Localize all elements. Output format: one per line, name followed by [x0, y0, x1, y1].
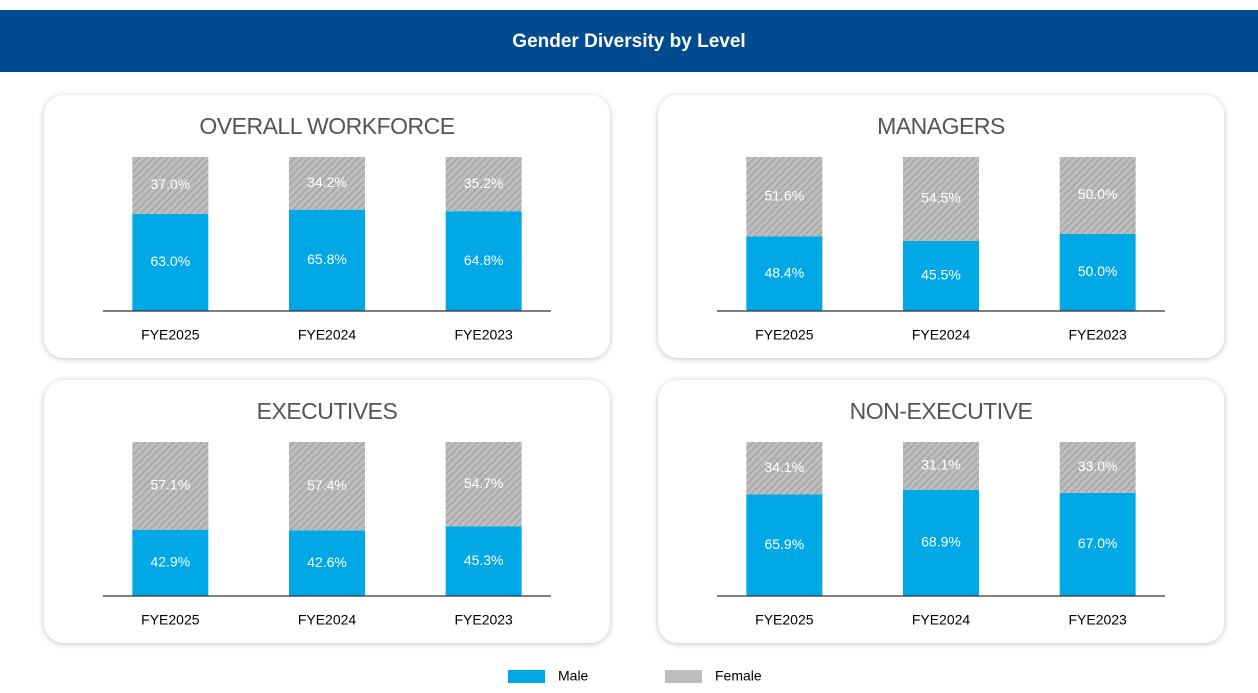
bar-segment: [445, 157, 522, 212]
panel-title: MANAGERS: [877, 113, 1005, 139]
bar-segment: [289, 442, 365, 531]
data-label: 68.9%: [921, 534, 961, 550]
x-tick-label: FYE2024: [298, 612, 357, 628]
bar-segment: [445, 526, 522, 596]
data-label: 48.4%: [764, 264, 804, 280]
data-label: 64.8%: [464, 252, 504, 268]
bar-segment: [289, 530, 365, 596]
x-tick-label: FYE2025: [141, 612, 200, 628]
data-label: 34.1%: [764, 459, 804, 475]
data-label: 35.2%: [464, 175, 504, 191]
bar-segment: [1059, 442, 1136, 493]
data-label: 50.0%: [1078, 186, 1118, 202]
data-label: 57.1%: [150, 477, 190, 493]
data-label: 45.3%: [464, 552, 504, 568]
data-label: 57.4%: [307, 477, 347, 493]
bar-segment: [289, 209, 365, 311]
bar-segment: [903, 442, 979, 490]
data-label: 33.0%: [1078, 458, 1118, 474]
data-label: 51.6%: [764, 187, 804, 203]
data-label: 50.0%: [1078, 263, 1118, 279]
bar-segment: [132, 529, 209, 596]
data-label: 65.9%: [764, 536, 804, 552]
bar-segment: [746, 442, 823, 495]
legend-label: Female: [715, 668, 762, 684]
bar-segment: [903, 240, 979, 311]
data-label: 42.6%: [307, 554, 347, 570]
bar-segment: [746, 157, 823, 237]
data-label: 63.0%: [150, 253, 190, 269]
header-band: [0, 10, 1258, 72]
bar-segment: [132, 442, 209, 530]
bar-segment: [289, 157, 365, 210]
data-label: 34.2%: [307, 174, 347, 190]
x-tick-label: FYE2023: [454, 327, 513, 343]
data-label: 54.5%: [921, 190, 961, 206]
legend-label: Male: [558, 668, 589, 684]
legend-swatch: [665, 670, 702, 683]
header-title: Gender Diversity by Level: [512, 31, 745, 52]
bar-segment: [445, 211, 522, 311]
bar-segment: [746, 494, 823, 596]
legend-swatch: [508, 670, 545, 683]
bar-segment: [445, 442, 522, 527]
bar-segment: [1059, 234, 1136, 311]
data-label: 31.1%: [921, 457, 961, 473]
bar-segment: [903, 157, 979, 241]
bar-segment: [903, 489, 979, 596]
data-label: 37.0%: [150, 176, 190, 192]
x-tick-label: FYE2023: [454, 612, 513, 628]
x-tick-label: FYE2025: [141, 327, 200, 343]
bar-segment: [746, 236, 823, 311]
x-tick-label: FYE2023: [1068, 327, 1127, 343]
panel-title: OVERALL WORKFORCE: [199, 113, 454, 139]
bar-segment: [132, 213, 209, 311]
x-tick-label: FYE2024: [912, 612, 971, 628]
x-tick-label: FYE2025: [755, 327, 814, 343]
panel-title: NON-EXECUTIVE: [850, 398, 1033, 424]
x-tick-label: FYE2025: [755, 612, 814, 628]
x-tick-label: FYE2024: [912, 327, 971, 343]
x-tick-label: FYE2023: [1068, 612, 1127, 628]
data-label: 67.0%: [1078, 535, 1118, 551]
data-label: 42.9%: [150, 554, 190, 570]
bar-segment: [1059, 492, 1136, 596]
x-tick-label: FYE2024: [298, 327, 357, 343]
bar-segment: [1059, 157, 1136, 234]
panel-title: EXECUTIVES: [257, 398, 398, 424]
bar-segment: [132, 157, 209, 214]
data-label: 45.5%: [921, 267, 961, 283]
data-label: 65.8%: [307, 251, 347, 267]
data-label: 54.7%: [464, 475, 504, 491]
